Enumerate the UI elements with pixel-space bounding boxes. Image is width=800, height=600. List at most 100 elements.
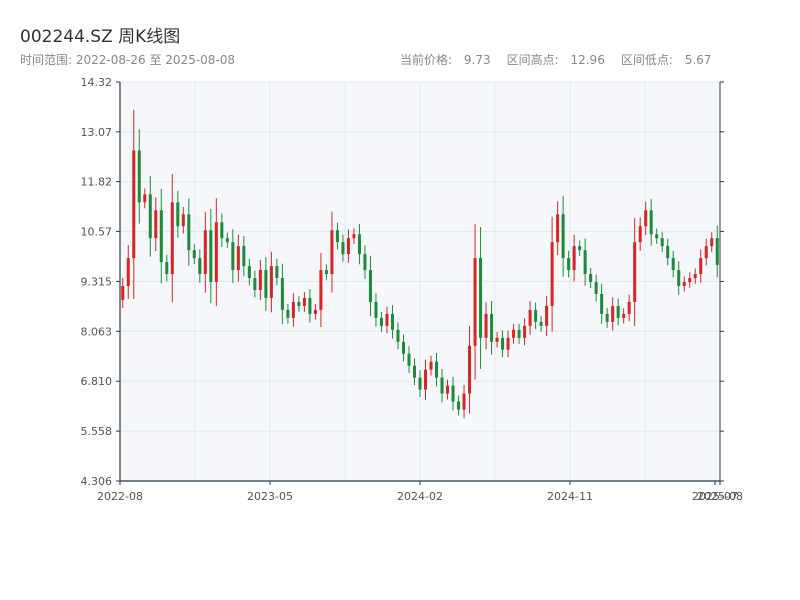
- candle-up: [154, 210, 158, 239]
- candle-up: [468, 345, 472, 394]
- candle-up: [688, 278, 692, 283]
- candle-up: [556, 214, 560, 243]
- candle-up: [236, 246, 240, 271]
- candle-down: [501, 337, 505, 350]
- candle-up: [181, 214, 185, 227]
- candle-down: [649, 210, 653, 235]
- candle-up: [622, 313, 626, 318]
- candle-up: [126, 258, 130, 287]
- candle-down: [660, 238, 664, 247]
- candle-up: [693, 274, 697, 279]
- candle-up: [484, 313, 488, 338]
- candle-down: [583, 250, 587, 275]
- candle-down: [308, 297, 312, 314]
- candle-up: [473, 258, 477, 346]
- candle-up: [523, 325, 527, 338]
- candle-down: [479, 258, 483, 338]
- y-tick-label: 4.306: [81, 475, 113, 488]
- candle-down: [253, 278, 257, 290]
- y-tick-label: 5.558: [81, 425, 113, 438]
- candle-down: [297, 301, 301, 306]
- candle-down: [374, 301, 378, 318]
- candle-up: [704, 246, 708, 259]
- current-price-label: 当前价格:: [400, 53, 453, 67]
- candle-up: [512, 329, 516, 338]
- current-price-value: 9.73: [463, 53, 491, 67]
- candle-up: [258, 270, 262, 290]
- candle-down: [578, 246, 582, 251]
- candle-up: [446, 385, 450, 394]
- candle-down: [451, 385, 455, 402]
- candle-down: [435, 361, 439, 378]
- y-tick-label: 13.07: [81, 126, 113, 139]
- candle-down: [715, 238, 719, 265]
- candle-down: [457, 401, 461, 410]
- candle-up: [462, 393, 466, 410]
- candle-down: [275, 266, 279, 279]
- x-tick-label: 2023-05: [247, 490, 293, 503]
- x-tick-label: 2022-08: [97, 490, 143, 503]
- candle-up: [638, 226, 642, 243]
- date-range-start: 2022-08-26: [75, 53, 146, 67]
- candle-up: [545, 305, 549, 326]
- candle-down: [176, 202, 180, 227]
- candle-down: [231, 242, 235, 271]
- range-low-stat: 区间低点: 5.67: [621, 53, 720, 67]
- candle-up: [528, 309, 532, 326]
- candle-down: [605, 313, 609, 322]
- candle-down: [192, 250, 196, 259]
- y-tick-label: 14.32: [81, 76, 113, 89]
- candle-down: [539, 321, 543, 326]
- current-price-stat: 当前价格: 9.73: [400, 53, 499, 67]
- candle-down: [490, 313, 494, 342]
- candle-down: [534, 309, 538, 322]
- candle-down: [561, 214, 565, 259]
- candle-up: [495, 337, 499, 342]
- candle-down: [335, 230, 339, 243]
- x-tick-label: 2025-08: [697, 490, 743, 503]
- price-summary: 当前价格: 9.73 区间高点: 12.96 区间低点: 5.67: [400, 51, 727, 68]
- candle-up: [203, 230, 207, 275]
- candle-up: [644, 210, 648, 227]
- candle-down: [324, 270, 328, 275]
- candle-up: [330, 230, 334, 275]
- candle-up: [611, 305, 615, 322]
- candle-down: [666, 246, 670, 259]
- candle-up: [132, 150, 136, 259]
- y-tick-label: 9.315: [81, 275, 113, 288]
- candle-up: [710, 238, 714, 247]
- chart-title: 002244.SZ 周K线图: [20, 27, 181, 47]
- candle-up: [143, 194, 147, 203]
- range-low-label: 区间低点:: [620, 53, 673, 67]
- candle-up: [346, 238, 350, 255]
- candle-down: [379, 317, 383, 326]
- candle-up: [214, 222, 218, 283]
- range-high-stat: 区间高点: 12.96: [507, 53, 613, 67]
- candle-down: [286, 309, 290, 318]
- candle-up: [423, 369, 428, 390]
- candle-down: [363, 254, 367, 271]
- candle-down: [225, 238, 229, 243]
- candle-up: [429, 361, 433, 370]
- candle-down: [616, 305, 620, 318]
- candle-up: [291, 301, 295, 318]
- candle-up: [121, 286, 125, 300]
- candle-up: [170, 202, 174, 275]
- candle-down: [242, 246, 246, 267]
- candle-down: [407, 353, 411, 366]
- candle-down: [341, 242, 345, 255]
- candle-down: [412, 365, 417, 378]
- candle-down: [159, 210, 163, 263]
- y-tick-label: 10.57: [81, 225, 113, 238]
- x-tick-label: 2024-11: [547, 490, 593, 503]
- y-tick-label: 11.82: [81, 176, 113, 189]
- y-tick-label: 6.810: [81, 375, 113, 388]
- candle-down: [655, 234, 659, 239]
- candle-up: [699, 258, 703, 275]
- candle-down: [440, 377, 444, 394]
- candle-down: [517, 329, 521, 338]
- date-range: 时间范围: 2022-08-26 至 2025-08-08: [20, 51, 235, 68]
- candle-down: [165, 262, 169, 275]
- candle-down: [401, 341, 405, 354]
- candle-down: [589, 274, 593, 283]
